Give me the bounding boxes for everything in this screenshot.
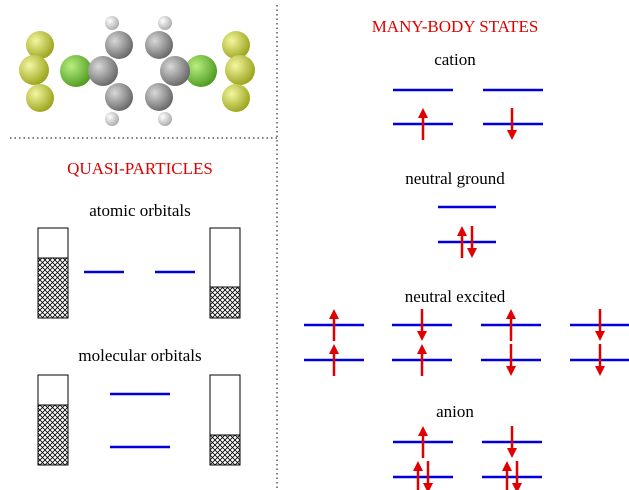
label: molecular orbitals: [78, 346, 201, 365]
spin-arrow-head: [413, 461, 423, 471]
spin-arrow-head: [329, 309, 339, 319]
spin-arrow-head: [457, 226, 467, 236]
spin-arrow-head: [423, 483, 433, 490]
levels: [84, 88, 629, 490]
spin-arrow-head: [329, 344, 339, 354]
spin-arrow-head: [507, 130, 517, 140]
label: neutral excited: [405, 287, 506, 306]
spin-arrow-head: [418, 426, 428, 436]
spin-arrow-head: [502, 461, 512, 471]
molecule: [19, 16, 255, 126]
label: atomic orbitals: [89, 201, 191, 220]
section-title: QUASI-PARTICLES: [67, 159, 213, 178]
section-title: MANY-BODY STATES: [372, 17, 539, 36]
spin-arrow-head: [467, 248, 477, 258]
spin-arrow-head: [595, 331, 605, 341]
spin-arrow-head: [417, 344, 427, 354]
spin-arrow-head: [595, 366, 605, 376]
spin-arrow-head: [417, 331, 427, 341]
label: cation: [434, 50, 476, 69]
label: neutral ground: [405, 169, 505, 188]
label: anion: [436, 402, 474, 421]
spin-arrow-head: [418, 108, 428, 118]
spin-arrow-head: [512, 483, 522, 490]
spin-arrow-head: [507, 448, 517, 458]
spin-arrow-head: [506, 366, 516, 376]
boxes: [37, 227, 241, 466]
spin-arrow-head: [506, 309, 516, 319]
